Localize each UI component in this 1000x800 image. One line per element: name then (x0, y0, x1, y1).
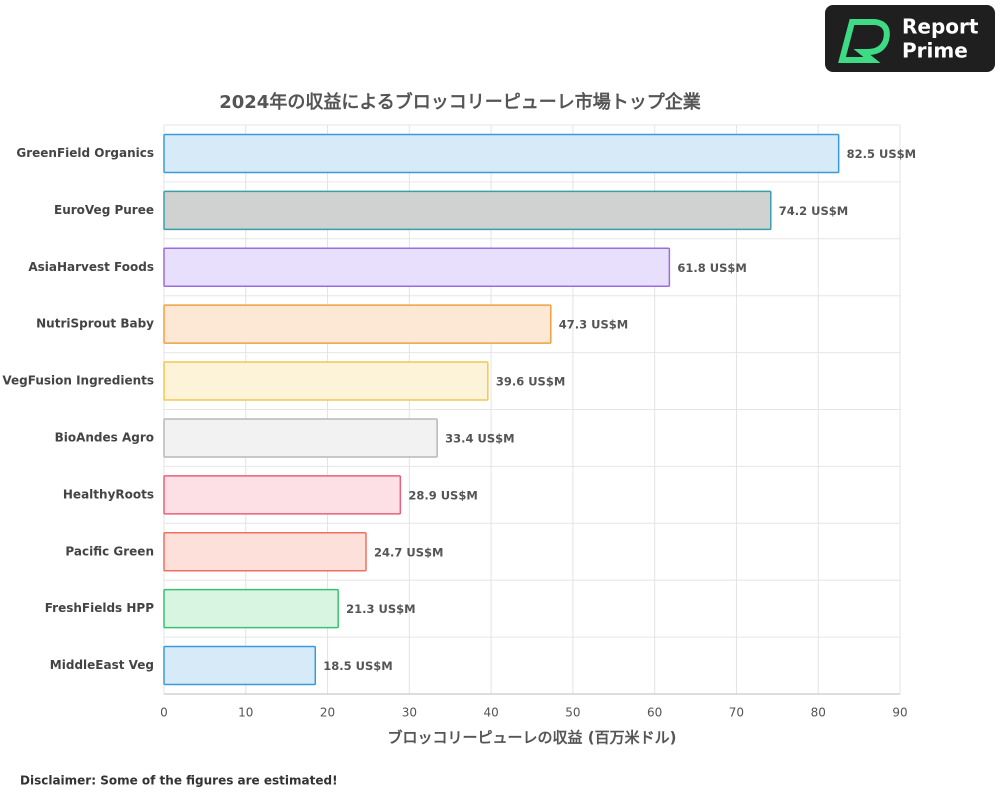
bar (163, 304, 552, 344)
y-tick-label: NutriSprout Baby (36, 317, 154, 331)
y-tick-label: MiddleEast Veg (50, 658, 154, 672)
chart-title: 2024年の収益によるブロッコリーピューレ市場トップ企業 (219, 91, 702, 113)
y-tick-label: HealthyRoots (63, 487, 154, 501)
bar (163, 361, 489, 401)
bar (163, 247, 671, 287)
y-tick-label: EuroVeg Puree (54, 203, 154, 217)
x-tick-label: 70 (729, 706, 744, 720)
value-label: 18.5 US$M (323, 659, 392, 673)
x-tick-label: 60 (647, 706, 662, 720)
x-axis-label: ブロッコリーピューレの収益 (百万米ドル) (388, 729, 677, 747)
bar (163, 133, 840, 174)
x-tick-label: 50 (565, 706, 580, 720)
x-tick-label: 10 (238, 706, 253, 720)
x-tick-label: 90 (892, 706, 907, 720)
value-label: 21.3 US$M (346, 602, 415, 616)
x-tick-label: 0 (160, 706, 168, 720)
y-tick-label: BioAndes Agro (55, 430, 154, 444)
bar (163, 532, 367, 572)
value-label: 28.9 US$M (408, 488, 477, 502)
bar (163, 645, 317, 686)
x-tick-label: 30 (402, 706, 417, 720)
y-tick-label: FreshFields HPP (45, 601, 154, 615)
x-tick-label: 40 (483, 706, 498, 720)
y-tick-label: VegFusion Ingredients (2, 374, 154, 388)
logo-icon (838, 19, 890, 63)
bar (163, 588, 339, 629)
y-tick-label: Pacific Green (65, 544, 154, 558)
value-label: 61.8 US$M (677, 261, 746, 275)
value-label: 47.3 US$M (559, 318, 628, 332)
y-tick-label: AsiaHarvest Foods (28, 260, 154, 274)
bar (163, 418, 438, 458)
value-label: 39.6 US$M (496, 375, 565, 389)
y-tick-label: GreenField Organics (16, 146, 154, 160)
x-tick-label: 80 (811, 706, 826, 720)
disclaimer: Disclaimer: Some of the figures are esti… (20, 774, 338, 788)
value-label: 33.4 US$M (445, 431, 514, 445)
bar (163, 190, 772, 231)
value-label: 24.7 US$M (374, 545, 443, 559)
x-tick-label: 20 (320, 706, 335, 720)
value-label: 82.5 US$M (847, 147, 916, 161)
logo-text: Report (902, 15, 979, 39)
logo-text: Prime (902, 39, 968, 63)
bar (163, 475, 402, 515)
value-label: 74.2 US$M (779, 204, 848, 218)
